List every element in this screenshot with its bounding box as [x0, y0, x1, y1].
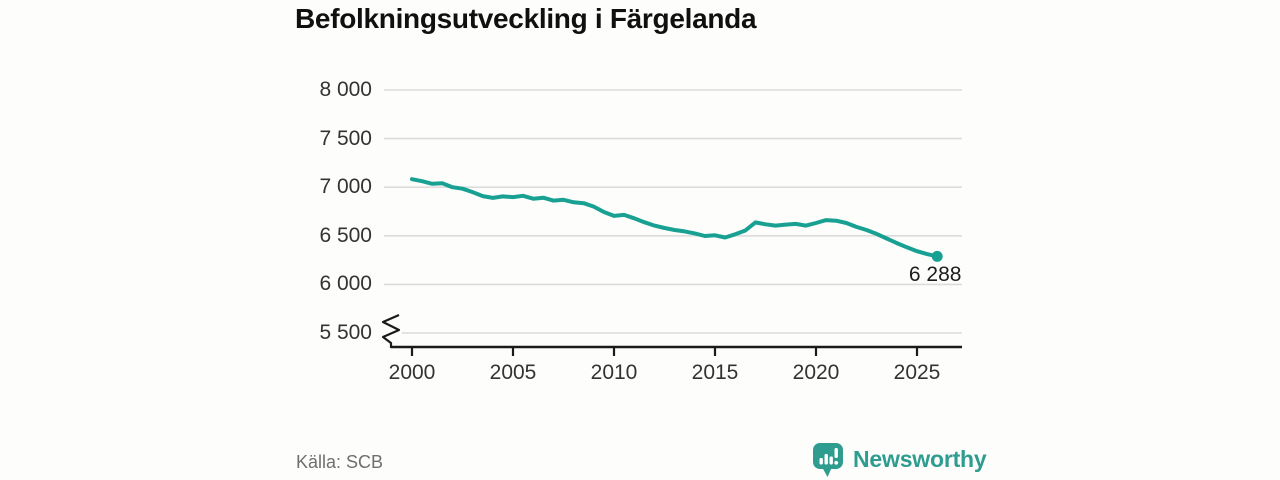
y-tick-label: 7 500: [319, 126, 372, 150]
axis-break-icon: [381, 313, 401, 348]
endpoint-dot: [931, 250, 943, 262]
newsworthy-logo-icon: [813, 443, 843, 477]
page-title: Befolkningsutveckling i Färgelanda: [295, 3, 757, 34]
x-tick-label: 2005: [489, 361, 537, 384]
source-note: Källa: SCB: [296, 452, 384, 472]
y-tick-label: 6 500: [319, 223, 372, 247]
x-tick-label: 2015: [691, 361, 739, 384]
x-tick-label: 2025: [893, 361, 941, 384]
y-tick-label: 5 500: [319, 321, 372, 344]
x-tick-label: 2020: [792, 361, 840, 384]
end-value-label: 6 288: [908, 263, 962, 287]
x-tick-label: 2000: [388, 361, 436, 384]
newsworthy-wordmark: Newsworthy: [853, 446, 987, 472]
y-tick-label: 8 000: [319, 78, 372, 101]
series-line: [410, 177, 940, 259]
y-tick-label: 6 000: [319, 272, 372, 296]
x-tick-label: 2010: [590, 361, 638, 384]
y-tick-label: 7 000: [319, 175, 372, 199]
newsworthy-logo: Newsworthy: [811, 441, 987, 478]
